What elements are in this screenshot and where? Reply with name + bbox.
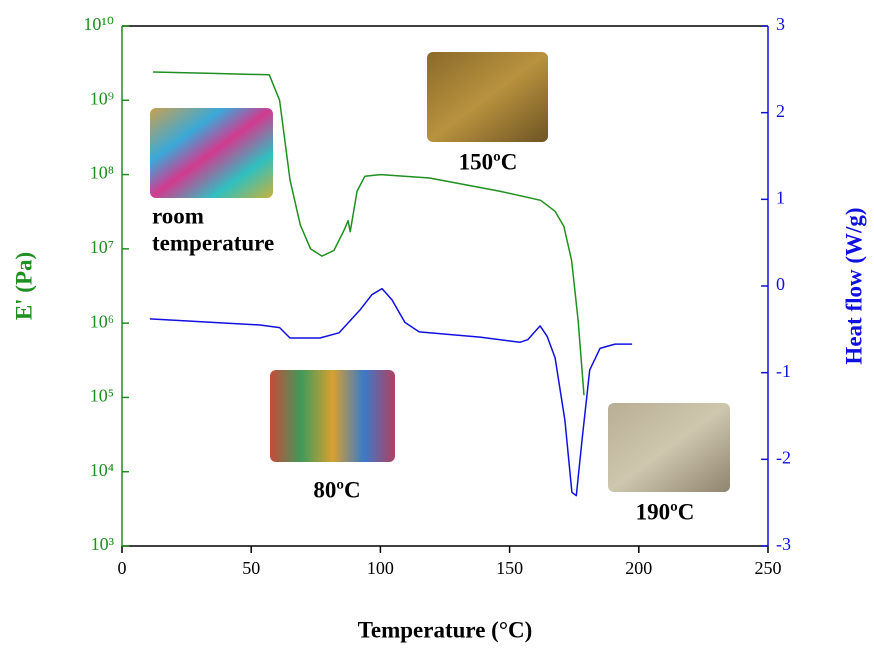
- y2-tick-label: -3: [776, 534, 791, 554]
- y2-tick-label: 1: [776, 187, 785, 207]
- micrograph: [608, 403, 730, 492]
- micrograph: [150, 108, 273, 198]
- y-tick-label: 10⁸: [90, 163, 114, 183]
- annotation: temperature: [152, 230, 274, 255]
- annotation: room: [152, 203, 204, 228]
- y-tick-label: 10⁵: [90, 386, 114, 406]
- y2-axis-label: Heat flow (W/g): [841, 207, 866, 364]
- x-tick-label: 0: [118, 558, 127, 578]
- y2-tick-label: 2: [776, 101, 785, 121]
- x-tick-label: 50: [242, 558, 260, 578]
- y2-tick-label: 3: [776, 14, 785, 34]
- x-tick-label: 100: [367, 558, 394, 578]
- annotation: 190ºC: [636, 499, 695, 524]
- annotation: 80ºC: [313, 477, 360, 502]
- y-tick-label: 10¹⁰: [83, 14, 114, 34]
- micrograph: [427, 52, 548, 142]
- micrographs: [150, 52, 730, 492]
- y-tick-label: 10⁴: [90, 460, 114, 480]
- x-tick-label: 200: [625, 558, 652, 578]
- y2-tick-label: 0: [776, 274, 785, 294]
- x-tick-label: 250: [755, 558, 782, 578]
- y2-tick-label: -2: [776, 447, 791, 467]
- y-axis-label: E' (Pa): [11, 252, 36, 320]
- y-tick-label: 10³: [91, 534, 115, 554]
- annotation: 150ºC: [459, 149, 518, 174]
- y-tick-label: 10⁶: [90, 311, 114, 331]
- micrograph: [270, 370, 395, 462]
- y-tick-label: 10⁷: [90, 237, 114, 257]
- x-tick-label: 150: [496, 558, 523, 578]
- chart: room temperature 150ºC 80ºC 190ºC Temper…: [0, 0, 874, 648]
- x-axis-label: Temperature (°C): [358, 617, 533, 642]
- y-tick-label: 10⁹: [90, 88, 114, 108]
- y2-tick-label: -1: [776, 361, 791, 381]
